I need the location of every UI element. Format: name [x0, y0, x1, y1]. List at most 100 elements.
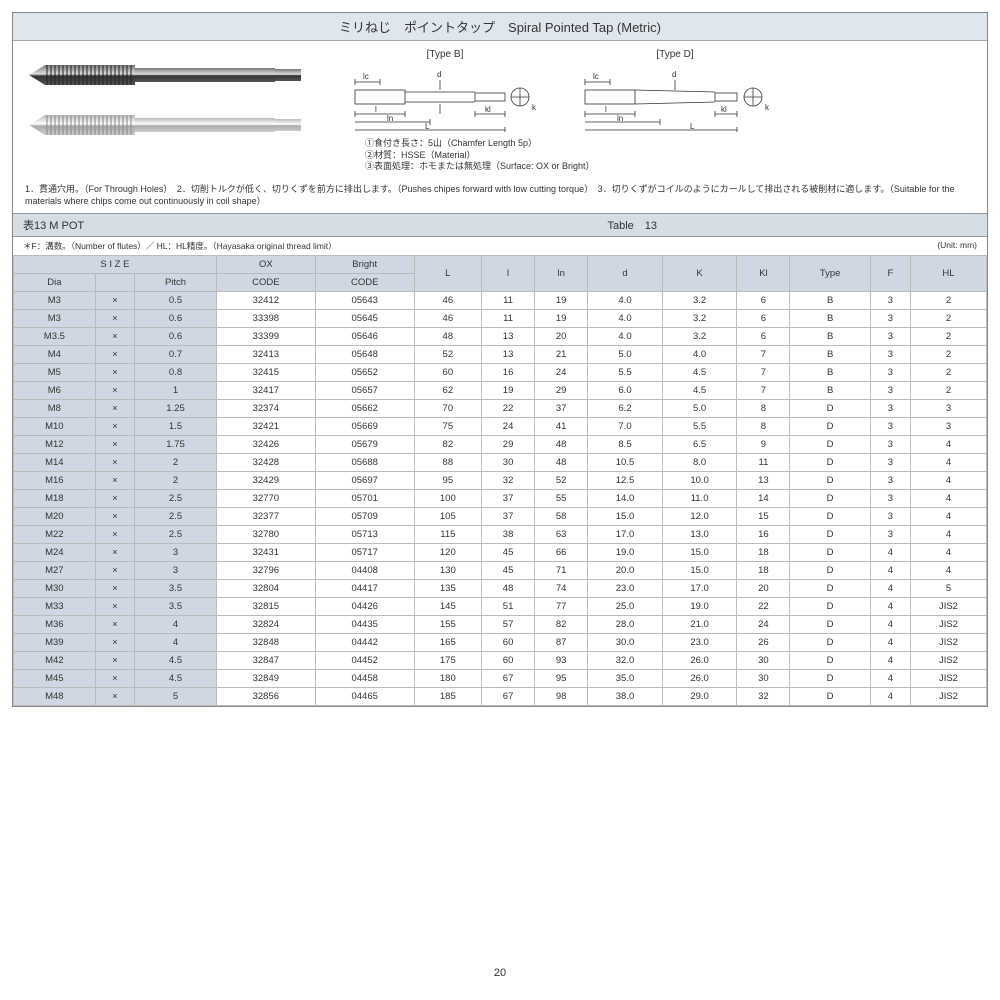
cell: 60 [414, 364, 481, 382]
cell: 21.0 [662, 616, 737, 634]
cell: 26.0 [662, 670, 737, 688]
svg-text:d: d [437, 70, 441, 79]
cell: × [95, 580, 134, 598]
cell: M3 [14, 310, 96, 328]
cell: 4 [870, 688, 910, 706]
diagrams-block: [Type B] [325, 49, 975, 173]
cell: 33399 [216, 328, 315, 346]
cell: 30.0 [588, 634, 663, 652]
cell: 04435 [315, 616, 414, 634]
cell: 2 [910, 310, 986, 328]
table-row: M12×1.7532426056798229488.56.59D34 [14, 436, 987, 454]
cell: 6.5 [662, 436, 737, 454]
cell: D [790, 688, 870, 706]
cell: 32824 [216, 616, 315, 634]
cell: 18 [737, 544, 790, 562]
cell: 32815 [216, 598, 315, 616]
col-dia: Dia [14, 274, 96, 292]
cell: 05697 [315, 472, 414, 490]
table-row: M16×2324290569795325212.510.013D34 [14, 472, 987, 490]
table-row: M5×0.832415056526016245.54.57B32 [14, 364, 987, 382]
catalog-page: ミリねじ ポイントタップ Spiral Pointed Tap (Metric) [12, 12, 988, 707]
cell: 32770 [216, 490, 315, 508]
table-row: M18×2.53277005701100375514.011.014D34 [14, 490, 987, 508]
cell: 3.2 [662, 328, 737, 346]
col-ox-code: CODE [216, 274, 315, 292]
cell: M20 [14, 508, 96, 526]
table-row: M36×43282404435155578228.021.024D4JIS2 [14, 616, 987, 634]
cell: 05679 [315, 436, 414, 454]
cell: JIS2 [910, 634, 986, 652]
cell: 20 [535, 328, 588, 346]
cell: 3 [870, 526, 910, 544]
cell: 10.0 [662, 472, 737, 490]
cell: 4 [870, 544, 910, 562]
cell: 87 [535, 634, 588, 652]
cell: D [790, 580, 870, 598]
cell: M4 [14, 346, 96, 364]
spec-table: S I Z E OX Bright L l ln d K Kl Type F H… [13, 255, 987, 706]
cell: 26 [737, 634, 790, 652]
cell: M14 [14, 454, 96, 472]
cell: 30 [482, 454, 535, 472]
cell: 3 [870, 436, 910, 454]
col-F: F [870, 256, 910, 292]
cell: 05657 [315, 382, 414, 400]
cell: B [790, 292, 870, 310]
product-images [25, 49, 305, 143]
cell: 04452 [315, 652, 414, 670]
cell: D [790, 454, 870, 472]
cell: 4 [910, 454, 986, 472]
cell: 13 [482, 328, 535, 346]
cell: 6 [737, 328, 790, 346]
cell: 22 [737, 598, 790, 616]
table-row: M42×4.53284704452175609332.026.030D4JIS2 [14, 652, 987, 670]
cell: 3.2 [662, 292, 737, 310]
cell: M22 [14, 526, 96, 544]
cell: 95 [414, 472, 481, 490]
diagram-label-b: [Type B] [427, 49, 464, 60]
table-row: M22×2.53278005713115386317.013.016D34 [14, 526, 987, 544]
cell: 185 [414, 688, 481, 706]
cell: 32429 [216, 472, 315, 490]
col-Kl: Kl [737, 256, 790, 292]
table-body: M3×0.532412056434611194.03.26B32M3×0.633… [14, 292, 987, 706]
cell: 4 [910, 508, 986, 526]
cell: 8 [737, 400, 790, 418]
cell: 130 [414, 562, 481, 580]
cell: D [790, 418, 870, 436]
table-row: M30×3.53280404417135487423.017.020D45 [14, 580, 987, 598]
cell: 0.8 [135, 364, 217, 382]
cell: 51 [482, 598, 535, 616]
note-line: ①食付き長さ：5山（Chamfer Length 5p） [365, 138, 975, 150]
cell: M42 [14, 652, 96, 670]
cell: M48 [14, 688, 96, 706]
cell: 52 [414, 346, 481, 364]
cell: 93 [535, 652, 588, 670]
svg-text:kl: kl [721, 105, 727, 114]
table-row: M3×0.633398056454611194.03.26B32 [14, 310, 987, 328]
col-Type: Type [790, 256, 870, 292]
cell: × [95, 562, 134, 580]
cell: 8.0 [662, 454, 737, 472]
cell: 05652 [315, 364, 414, 382]
table-row: M3.5×0.633399056464813204.03.26B32 [14, 328, 987, 346]
cell: 3 [870, 472, 910, 490]
cell: 10.5 [588, 454, 663, 472]
cell: 3 [135, 544, 217, 562]
cell: 3.5 [135, 580, 217, 598]
cell: 7 [737, 364, 790, 382]
cell: 37 [535, 400, 588, 418]
table-row: M4×0.732413056485213215.04.07B32 [14, 346, 987, 364]
cell: 20.0 [588, 562, 663, 580]
svg-text:kl: kl [485, 105, 491, 114]
cell: 180 [414, 670, 481, 688]
cell: 32849 [216, 670, 315, 688]
cell: 12.0 [662, 508, 737, 526]
cell: 0.5 [135, 292, 217, 310]
cell: 32847 [216, 652, 315, 670]
footnote-text: ＊F：溝数。（Number of flutes）／ HL：HL精度。（Hayas… [23, 240, 337, 252]
cell: 04465 [315, 688, 414, 706]
cell: 77 [535, 598, 588, 616]
cell: 3 [870, 508, 910, 526]
